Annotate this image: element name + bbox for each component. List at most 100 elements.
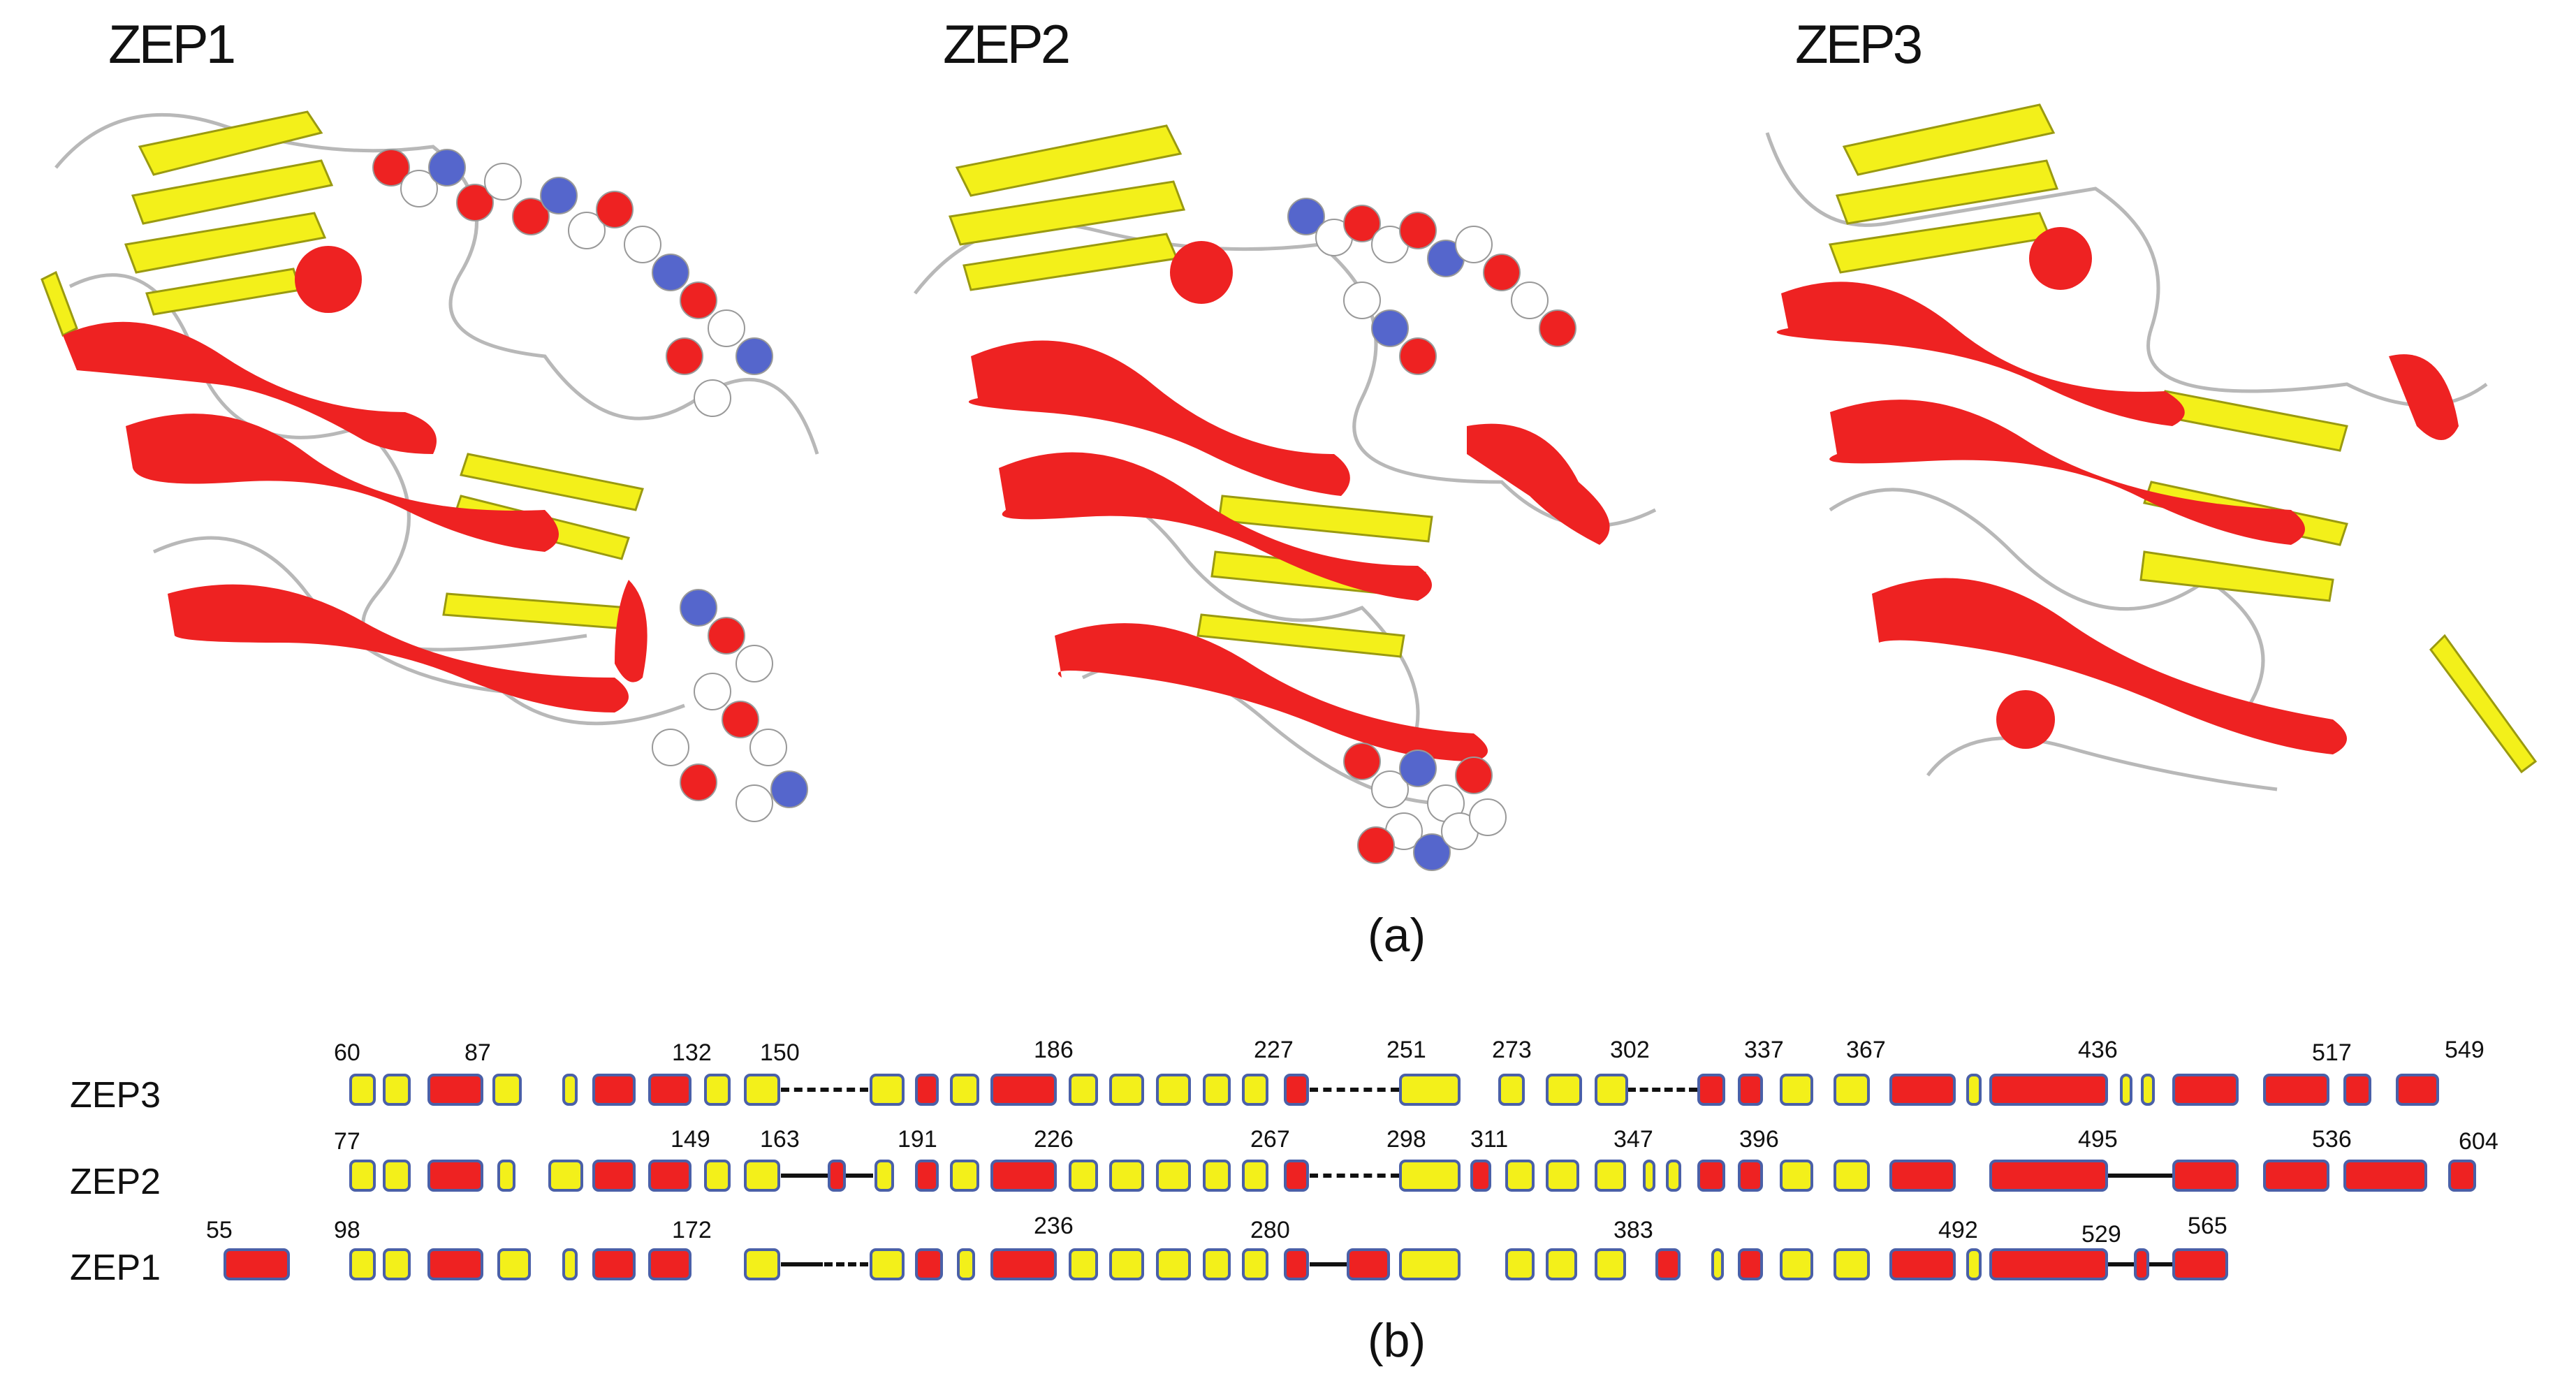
- zep3-strand-segment: [2141, 1074, 2155, 1106]
- zep2-helix-segment: [427, 1160, 483, 1192]
- zep2-helix-segment: [915, 1160, 939, 1192]
- panel-b-caption: (b): [1368, 1314, 1426, 1367]
- zep3-strand-segment: [1203, 1074, 1231, 1106]
- zep3-strand-segment: [1242, 1074, 1268, 1106]
- zep2-helix-segment: [592, 1160, 636, 1192]
- zep1-strand-segment: [1966, 1248, 1982, 1280]
- zep3-strand-segment: [492, 1074, 522, 1106]
- zep2-position-536: 536: [2312, 1126, 2352, 1153]
- zep3-strand-segment: [950, 1074, 979, 1106]
- zep2-helix-segment: [1470, 1160, 1491, 1192]
- zep1-helix-segment: [2134, 1248, 2149, 1280]
- zep1-strand-segment: [1546, 1248, 1577, 1280]
- zep3-gap-dashed-3: [1627, 1088, 1697, 1092]
- zep1-loop-line: [1310, 1262, 1348, 1266]
- zep2-strand-segment: [1069, 1160, 1098, 1192]
- zep3-position-227: 227: [1254, 1037, 1294, 1063]
- zep2-position-191: 191: [898, 1126, 937, 1153]
- zep1-gap-dashed: [824, 1262, 868, 1266]
- zep1-helix-segment: [1989, 1248, 2108, 1280]
- zep2-position-267: 267: [1250, 1126, 1290, 1153]
- zep1-helix-segment: [427, 1248, 483, 1280]
- zep3-position-60: 60: [334, 1039, 360, 1066]
- zep1-strand-segment: [1069, 1248, 1098, 1280]
- zep2-helix-segment: [828, 1160, 846, 1192]
- zep1-helix-segment: [990, 1248, 1057, 1280]
- zep2-position-298: 298: [1386, 1126, 1426, 1153]
- zep2-position-149: 149: [671, 1126, 710, 1153]
- zep3-position-517: 517: [2312, 1039, 2352, 1066]
- zep1-helix-segment: [1284, 1248, 1309, 1280]
- zep3-strand-segment: [1595, 1074, 1628, 1106]
- zep2-strand-segment: [497, 1160, 515, 1192]
- zep1-strand-segment: [497, 1248, 531, 1280]
- zep2-strand-segment: [1505, 1160, 1535, 1192]
- zep3-strand-segment: [744, 1074, 780, 1106]
- zep2-position-495: 495: [2078, 1126, 2118, 1153]
- zep1-position-55: 55: [206, 1217, 233, 1243]
- zep3-position-186: 186: [1034, 1037, 1074, 1063]
- zep3-helix-segment: [592, 1074, 636, 1106]
- zep2-helix-segment: [2343, 1160, 2427, 1192]
- zep2-strand-segment: [1546, 1160, 1579, 1192]
- zep3-position-549: 549: [2445, 1037, 2484, 1063]
- zep2-position-347: 347: [1613, 1126, 1653, 1153]
- zep1-loop-line: [2148, 1262, 2172, 1266]
- zep1-helix-segment: [1738, 1248, 1763, 1280]
- zep2-helix-segment: [1738, 1160, 1763, 1192]
- zep1-position-492: 492: [1938, 1217, 1978, 1243]
- zep1-strand-segment: [1242, 1248, 1268, 1280]
- zep3-position-87: 87: [464, 1039, 491, 1066]
- zep3-strand-segment: [1546, 1074, 1582, 1106]
- zep2-loop-line: [781, 1174, 830, 1178]
- zep2-strand-segment: [1643, 1160, 1655, 1192]
- zep2-ribbon-structure: [914, 124, 1657, 871]
- zep1-strand-segment: [1203, 1248, 1231, 1280]
- zep2-helix-segment: [2448, 1160, 2476, 1192]
- zep1-strand-segment: [1156, 1248, 1191, 1280]
- zep1-helix-segment: [1347, 1248, 1390, 1280]
- zep3-strand-segment: [383, 1074, 411, 1106]
- zep3-strand-segment: [349, 1074, 376, 1106]
- zep1-position-98: 98: [334, 1217, 360, 1243]
- zep3-position-337: 337: [1744, 1037, 1784, 1063]
- zep2-helix-segment: [1989, 1160, 2108, 1192]
- zep1-position-529: 529: [2081, 1221, 2121, 1248]
- zep3-strand-segment: [2120, 1074, 2132, 1106]
- zep2-strand-segment: [704, 1160, 731, 1192]
- zep2-strand-segment: [1834, 1160, 1870, 1192]
- zep1-strand-segment: [870, 1248, 905, 1280]
- zep3-position-273: 273: [1492, 1037, 1532, 1063]
- zep1-strand-segment: [957, 1248, 975, 1280]
- zep3-gap-dashed-1: [781, 1088, 868, 1092]
- zep3-helix-segment: [990, 1074, 1057, 1106]
- zep2-strand-segment: [1242, 1160, 1268, 1192]
- row-label-zep3: ZEP3: [70, 1075, 161, 1116]
- zep1-strand-segment: [1399, 1248, 1461, 1280]
- zep3-helix-segment: [1284, 1074, 1309, 1106]
- zep3-position-367: 367: [1846, 1037, 1886, 1063]
- zep2-helix-segment: [2172, 1160, 2239, 1192]
- zep2-strand-segment: [1156, 1160, 1191, 1192]
- zep3-strand-segment: [562, 1074, 578, 1106]
- zep2-strand-segment: [874, 1160, 894, 1192]
- zep3-helix-segment: [2343, 1074, 2371, 1106]
- zep2-position-77: 77: [334, 1128, 360, 1155]
- zep2-strand-segment: [950, 1160, 979, 1192]
- zep2-position-396: 396: [1739, 1126, 1779, 1153]
- zep1-helix-segment: [915, 1248, 943, 1280]
- zep1-helix-segment: [224, 1248, 290, 1280]
- zep1-ribbon-structure: [41, 110, 819, 822]
- zep2-strand-segment: [1399, 1160, 1461, 1192]
- zep2-loop-line: [2108, 1174, 2172, 1178]
- zep2-strand-segment: [548, 1160, 583, 1192]
- zep1-strand-segment: [1109, 1248, 1144, 1280]
- zep1-helix-segment: [2172, 1248, 2228, 1280]
- row-label-zep1: ZEP1: [70, 1248, 161, 1288]
- zep1-structure-title: ZEP1: [108, 13, 236, 75]
- zep2-helix-segment: [1889, 1160, 1956, 1192]
- zep1-strand-segment: [744, 1248, 780, 1280]
- zep2-gap-dashed: [1310, 1174, 1399, 1178]
- zep2-position-163: 163: [760, 1126, 800, 1153]
